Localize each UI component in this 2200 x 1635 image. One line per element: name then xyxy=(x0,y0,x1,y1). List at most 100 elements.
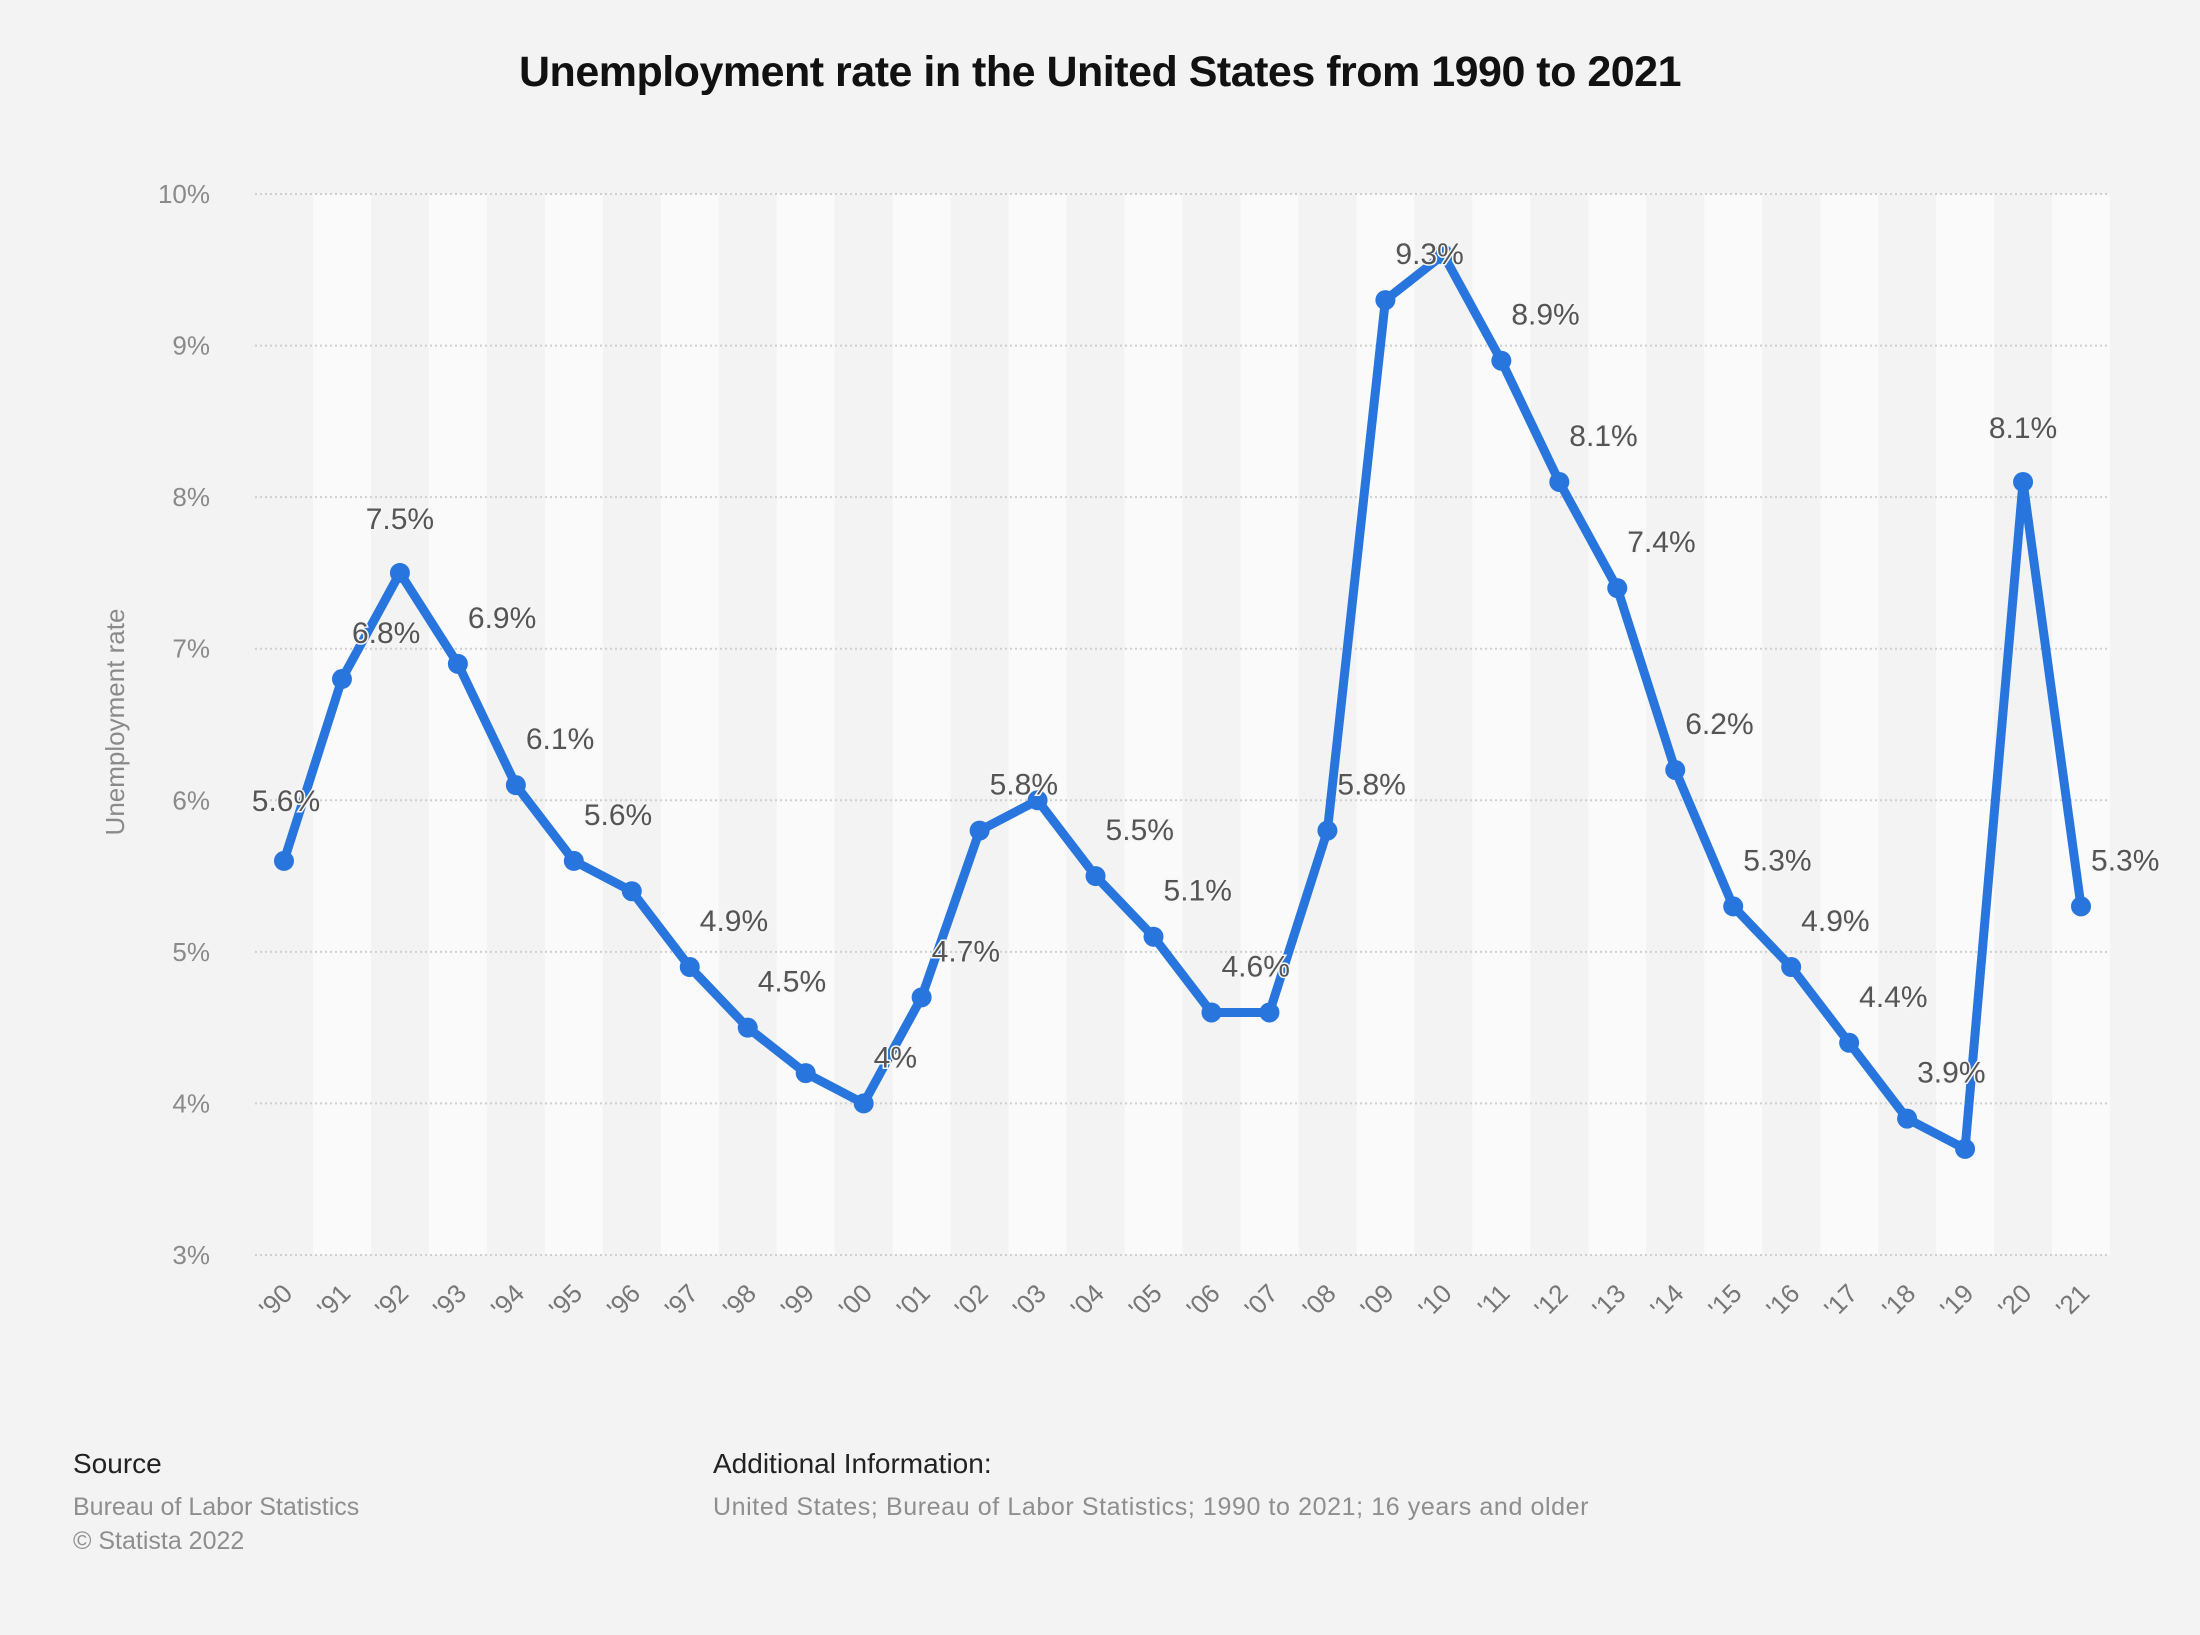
data-point xyxy=(1433,244,1454,265)
data-points xyxy=(273,244,2092,1159)
data-label: 4.4% xyxy=(1859,981,1927,1014)
source-name[interactable]: Bureau of Labor Statistics xyxy=(73,1493,360,1521)
data-label: 5.1% xyxy=(1164,875,1232,908)
data-label: 3.9% xyxy=(1917,1057,1985,1090)
x-tick-label: '09 xyxy=(1354,1278,1399,1323)
column-stripe xyxy=(1356,194,1415,1255)
data-point xyxy=(273,850,294,871)
data-label: 5.8% xyxy=(1337,769,1405,802)
data-label: 4.6% xyxy=(1221,950,1289,983)
x-tick-label: '99 xyxy=(775,1278,820,1323)
x-tick-label: '08 xyxy=(1296,1278,1341,1323)
data-point xyxy=(1781,957,1802,978)
column-stripe xyxy=(312,194,371,1255)
data-point xyxy=(1955,1138,1976,1159)
data-label: 6.8% xyxy=(352,617,420,650)
data-label: 5.8% xyxy=(990,769,1058,802)
y-axis-label: Unemployment rate xyxy=(100,609,130,836)
series-line-path xyxy=(279,250,2086,1154)
column-stripe xyxy=(776,194,835,1255)
column-stripe xyxy=(1936,194,1995,1255)
x-tick-label: '97 xyxy=(659,1278,704,1323)
data-point xyxy=(795,1063,816,1084)
additional-info-text: United States; Bureau of Labor Statistic… xyxy=(713,1493,1590,1521)
data-point xyxy=(853,1093,874,1114)
data-label: 5.6% xyxy=(252,785,320,818)
column-stripe xyxy=(1240,194,1299,1255)
data-label: 9.3% xyxy=(1395,238,1463,271)
x-tick-label: '98 xyxy=(717,1278,762,1323)
additional-info-heading: Additional Information: xyxy=(713,1448,992,1479)
data-label: 8.1% xyxy=(1569,420,1637,453)
data-point xyxy=(1201,1002,1222,1023)
y-tick-label: 7% xyxy=(172,634,210,664)
data-point xyxy=(389,562,410,583)
data-point xyxy=(1375,290,1396,311)
x-tick-label: '05 xyxy=(1123,1278,1168,1323)
data-label: 8.1% xyxy=(1989,412,2057,445)
data-point xyxy=(1607,578,1628,599)
x-tick-label: '92 xyxy=(369,1278,414,1323)
x-tick-label: '90 xyxy=(253,1278,298,1323)
data-point xyxy=(737,1017,758,1038)
data-point xyxy=(563,850,584,871)
column-stripe xyxy=(544,194,603,1255)
data-label: 4.9% xyxy=(700,905,768,938)
x-tick-label: '14 xyxy=(1644,1278,1689,1323)
additional-info-block: Additional Information: United States; B… xyxy=(713,1448,1589,1524)
x-tick-label: '16 xyxy=(1760,1278,1805,1323)
data-label: 8.9% xyxy=(1511,299,1579,332)
data-label: 6.1% xyxy=(526,723,594,756)
x-tick-label: '95 xyxy=(543,1278,588,1323)
y-tick-label: 9% xyxy=(172,331,210,361)
y-tick-label: 5% xyxy=(172,937,210,967)
x-tick-label: '03 xyxy=(1007,1278,1052,1323)
y-tick-label: 6% xyxy=(172,785,210,815)
data-point xyxy=(447,653,468,674)
column-stripe xyxy=(1124,194,1183,1255)
x-tick-label: '04 xyxy=(1065,1278,1110,1323)
x-tick-label: '19 xyxy=(1934,1278,1979,1323)
column-stripe xyxy=(2052,194,2110,1255)
x-tick-label: '02 xyxy=(949,1278,994,1323)
y-axis-ticks: 3% 4% 5% 6% 7% 8% 9% 10% xyxy=(158,179,210,1270)
data-point xyxy=(969,820,990,841)
data-label: 7.5% xyxy=(366,503,434,536)
data-point xyxy=(1259,1002,1280,1023)
data-point xyxy=(1085,866,1106,887)
x-tick-label: '21 xyxy=(2050,1278,2095,1323)
data-label: 5.3% xyxy=(1743,844,1811,877)
chart-title: Unemployment rate in the United States f… xyxy=(519,48,1682,96)
x-tick-label: '10 xyxy=(1412,1278,1457,1323)
x-tick-label: '91 xyxy=(311,1278,356,1323)
data-point xyxy=(2013,471,2034,492)
data-label: 5.3% xyxy=(2091,844,2159,877)
data-label: 4.9% xyxy=(1801,905,1869,938)
y-tick-label: 8% xyxy=(172,482,210,512)
data-point xyxy=(1549,471,1570,492)
data-point xyxy=(1317,820,1338,841)
data-labels: 5.6% 6.8% 7.5% 6.9% 6.1% 5.6% 4.9% 4.5% 4% 4.7% 5.… xyxy=(250,237,2161,1091)
data-point xyxy=(621,881,642,902)
data-point xyxy=(679,957,700,978)
data-label: 4.5% xyxy=(758,966,826,999)
line-chart: 3%4%5%6%7%8%9%10% Unemployment rate '90 '… xyxy=(100,179,2161,1323)
source-heading: Source xyxy=(73,1448,162,1479)
column-stripe xyxy=(1008,194,1067,1255)
series-line xyxy=(279,250,2086,1154)
copyright: © Statista 2022 xyxy=(73,1527,245,1555)
x-tick-label: '96 xyxy=(601,1278,646,1323)
x-tick-label: '93 xyxy=(427,1278,472,1323)
x-tick-label: '01 xyxy=(891,1278,936,1323)
column-stripe xyxy=(1704,194,1763,1255)
data-point xyxy=(1027,790,1048,811)
data-point xyxy=(1839,1032,1860,1053)
x-tick-label: '06 xyxy=(1181,1278,1226,1323)
x-tick-label: '20 xyxy=(1992,1278,2037,1323)
data-point xyxy=(1897,1108,1918,1129)
column-stripe xyxy=(892,194,951,1255)
x-tick-label: '94 xyxy=(485,1278,530,1323)
y-tick-label: 10% xyxy=(158,179,210,209)
x-tick-label: '17 xyxy=(1818,1278,1863,1323)
column-stripe xyxy=(1588,194,1647,1255)
